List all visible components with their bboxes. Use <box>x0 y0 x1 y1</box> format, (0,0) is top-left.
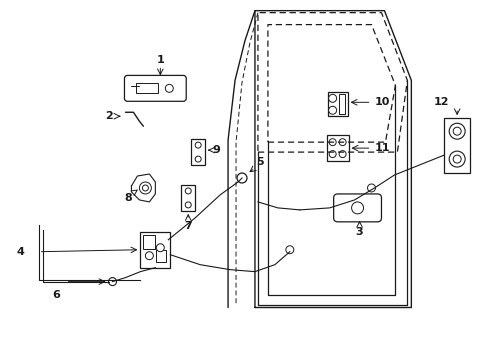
Bar <box>136 84 158 93</box>
Circle shape <box>142 185 148 191</box>
Circle shape <box>351 202 363 214</box>
Circle shape <box>156 244 164 252</box>
Text: 12: 12 <box>432 97 448 107</box>
Circle shape <box>328 139 335 146</box>
Text: 6: 6 <box>52 289 60 300</box>
Circle shape <box>367 184 375 192</box>
Circle shape <box>339 150 346 158</box>
Circle shape <box>328 94 336 102</box>
Text: 9: 9 <box>212 145 220 155</box>
Circle shape <box>185 188 191 194</box>
FancyBboxPatch shape <box>124 75 186 101</box>
Circle shape <box>139 182 151 194</box>
Circle shape <box>452 155 460 163</box>
Text: 7: 7 <box>184 221 192 231</box>
FancyBboxPatch shape <box>333 194 381 222</box>
Text: 11: 11 <box>374 143 389 153</box>
Bar <box>327 92 347 116</box>
Circle shape <box>448 123 464 139</box>
Bar <box>191 139 205 165</box>
Circle shape <box>328 106 336 114</box>
Text: 1: 1 <box>156 55 164 66</box>
Circle shape <box>108 278 116 285</box>
Text: 8: 8 <box>124 193 132 203</box>
Text: 4: 4 <box>17 247 25 257</box>
Bar <box>181 185 195 211</box>
Circle shape <box>185 202 191 208</box>
Circle shape <box>145 252 153 260</box>
Circle shape <box>165 84 173 92</box>
Circle shape <box>195 156 201 162</box>
Circle shape <box>452 127 460 135</box>
Text: 10: 10 <box>374 97 389 107</box>
Circle shape <box>237 173 246 183</box>
Circle shape <box>448 151 464 167</box>
Circle shape <box>339 139 346 146</box>
Bar <box>443 118 469 172</box>
Bar <box>140 232 170 268</box>
Text: 3: 3 <box>355 227 363 237</box>
Bar <box>326 135 348 161</box>
Circle shape <box>285 246 293 254</box>
Text: 5: 5 <box>256 157 263 167</box>
Text: 2: 2 <box>104 111 112 121</box>
Circle shape <box>195 142 201 148</box>
Bar <box>143 235 155 249</box>
Circle shape <box>328 150 335 158</box>
Bar <box>156 250 166 262</box>
Bar <box>338 94 344 114</box>
